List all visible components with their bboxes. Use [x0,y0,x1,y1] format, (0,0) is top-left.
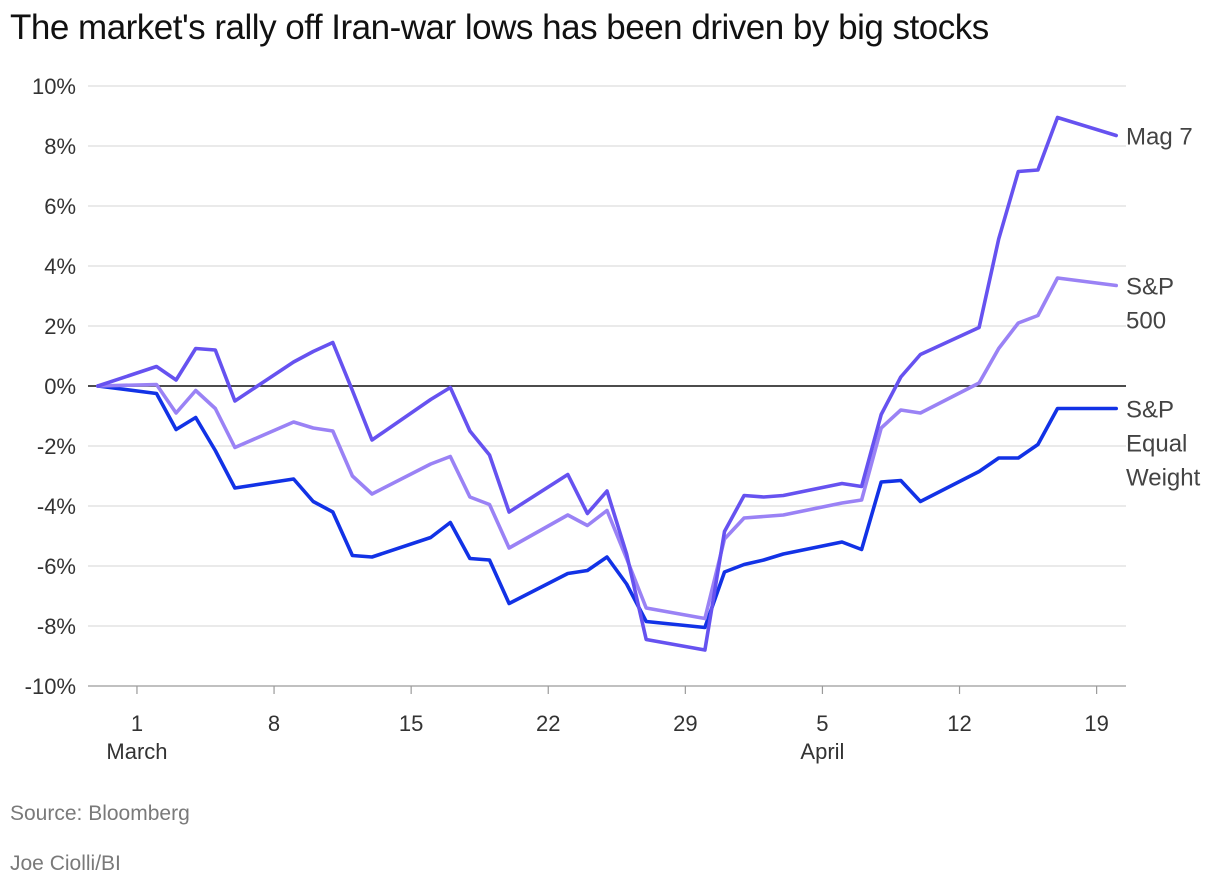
x-tick-label: 8 [268,711,280,736]
x-month-label: March [106,739,167,764]
x-tick-label: 5 [816,711,828,736]
series-lines [96,115,1118,652]
x-tick-label: 29 [673,711,697,736]
y-tick-label: 10% [32,74,76,99]
x-tick-label: 15 [399,711,423,736]
y-tick-label: 6% [44,194,76,219]
axes: 10% 8% 6% 4% 2% 0% -2% -4% -6% -8% -10% 1 March 8 15 22… [25,74,1109,764]
series-label: S&P [1126,274,1174,301]
y-tick-label: -10% [25,674,76,699]
x-tick-label: 19 [1084,711,1108,736]
series-line-mag-7 [96,115,1118,652]
y-tick-label: 4% [44,254,76,279]
series-label: 500 [1126,308,1166,335]
y-tick-label: -6% [37,554,76,579]
series-line-s-p-500 [96,276,1118,621]
y-tick-label: 0% [44,374,76,399]
y-tick-label: 2% [44,314,76,339]
credit-note: Joe Ciolli/BI [10,852,121,875]
chart-title: The market's rally off Iran-war lows has… [10,8,989,47]
y-tick-label: -2% [37,434,76,459]
x-month-label: April [800,739,844,764]
x-tick-label: 22 [536,711,560,736]
gridlines [88,85,1126,687]
series-label: Weight [1126,465,1201,492]
x-tick-label: 1 [131,711,143,736]
y-tick-label: -8% [37,614,76,639]
y-tick-label: -4% [37,494,76,519]
series-line-s-p-equal-weight [96,384,1118,630]
y-tick-label: 8% [44,134,76,159]
source-note: Source: Bloomberg [10,802,190,825]
series-label: Mag 7 [1126,124,1193,151]
series-label: Equal [1126,431,1187,458]
series-label: S&P [1126,397,1174,424]
x-tick-label: 12 [947,711,971,736]
series-labels: Mag 7 S&P 500 S&P Equal Weight [1126,124,1201,492]
